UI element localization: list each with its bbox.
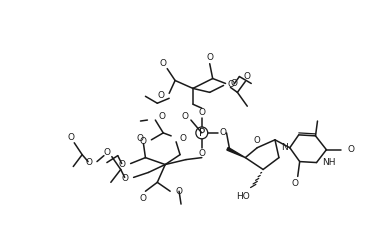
Text: O: O xyxy=(198,149,205,158)
Text: O: O xyxy=(206,53,213,62)
Text: O: O xyxy=(254,136,261,145)
Text: O: O xyxy=(244,72,251,81)
Text: O: O xyxy=(157,91,164,100)
Text: O: O xyxy=(182,112,189,121)
Text: O: O xyxy=(103,148,110,157)
Text: O: O xyxy=(179,134,186,143)
Text: O: O xyxy=(140,194,147,203)
Text: O: O xyxy=(68,133,75,142)
Text: O: O xyxy=(85,158,92,167)
Text: O: O xyxy=(160,59,167,68)
Text: O: O xyxy=(122,174,129,183)
Text: P: P xyxy=(199,128,205,138)
Text: O: O xyxy=(347,145,354,154)
Text: HO: HO xyxy=(237,192,250,201)
Text: N: N xyxy=(282,143,288,152)
Text: O: O xyxy=(291,179,298,188)
Polygon shape xyxy=(227,147,245,158)
Text: O: O xyxy=(137,134,144,143)
Text: O: O xyxy=(228,80,235,89)
Text: O: O xyxy=(198,108,205,117)
Text: O: O xyxy=(139,137,146,146)
Text: O: O xyxy=(175,187,182,196)
Text: O: O xyxy=(158,112,165,121)
Text: NH: NH xyxy=(323,158,336,167)
Text: O: O xyxy=(219,128,226,137)
Text: O: O xyxy=(231,79,238,88)
Text: O: O xyxy=(119,160,126,169)
